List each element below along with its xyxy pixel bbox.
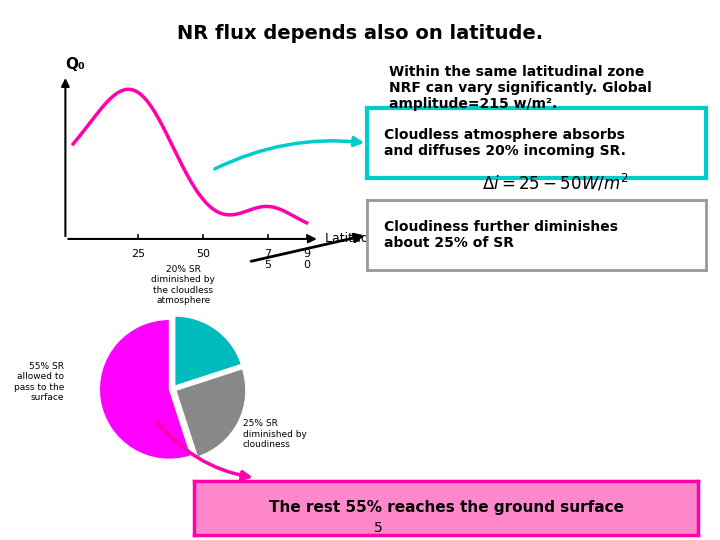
Text: Within the same latitudinal zone
NRF can vary significantly. Global
amplitude=21: Within the same latitudinal zone NRF can… (389, 65, 652, 111)
Text: 55% SR
allowed to
pass to the
surface: 55% SR allowed to pass to the surface (14, 362, 65, 402)
Wedge shape (175, 316, 241, 386)
Text: 5: 5 (374, 521, 382, 535)
Text: 50: 50 (196, 249, 210, 259)
Text: $\Delta i = 25 - 50W / m^2$: $\Delta i = 25 - 50W / m^2$ (482, 173, 629, 194)
Text: Latitudes L°: Latitudes L° (325, 232, 400, 246)
Text: 25: 25 (131, 249, 145, 259)
Text: Cloudiness further diminishes
about 25% of SR: Cloudiness further diminishes about 25% … (384, 220, 618, 250)
Text: 25% SR
diminished by
cloudiness: 25% SR diminished by cloudiness (243, 420, 307, 449)
Text: 9
0: 9 0 (303, 249, 310, 271)
Text: 7
5: 7 5 (264, 249, 271, 271)
Text: Q₀: Q₀ (66, 57, 85, 72)
Text: Cloudless atmosphere absorbs
and diffuses 20% incoming SR.: Cloudless atmosphere absorbs and diffuse… (384, 128, 626, 158)
Text: The rest 55% reaches the ground surface: The rest 55% reaches the ground surface (269, 500, 624, 515)
Wedge shape (176, 369, 246, 457)
Text: 20% SR
diminished by
the cloudless
atmosphere: 20% SR diminished by the cloudless atmos… (151, 265, 215, 305)
Wedge shape (99, 320, 191, 459)
Text: NR flux depends also on latitude.: NR flux depends also on latitude. (177, 24, 543, 43)
